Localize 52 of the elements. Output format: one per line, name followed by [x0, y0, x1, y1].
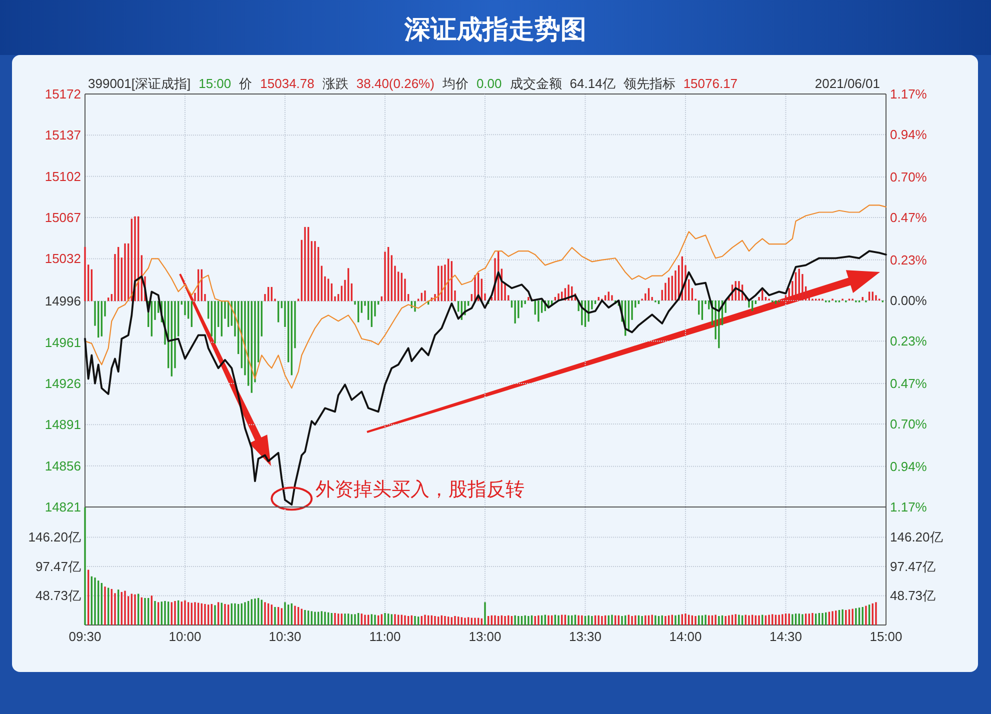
y-tick-label: 14856	[44, 458, 81, 474]
y-tick-label: 14926	[44, 376, 81, 391]
chart-title: 深证成指走势图	[404, 14, 586, 44]
text: 399001[深证成指]	[88, 76, 191, 91]
y-tick-label: 14996	[44, 294, 81, 309]
text: 涨跌	[322, 76, 348, 91]
y-tick-label: 15032	[44, 251, 81, 266]
y-tick-label: 146.20亿	[28, 530, 81, 545]
x-tick-label: 10:30	[268, 629, 302, 644]
text: 64.14亿	[570, 76, 616, 91]
annotation: 外资掉头买入，股指反转	[316, 480, 525, 501]
text: 0.00	[476, 76, 502, 91]
x-tick-label: 15:00	[870, 629, 902, 644]
text: 成交金额	[510, 76, 562, 91]
y-tick-label: 14961	[44, 334, 81, 350]
y-tick-label: 15172	[44, 86, 81, 102]
y-tick-label: 97.47亿	[35, 558, 81, 574]
y-tick-label: 15137	[44, 128, 81, 143]
text: 2021/06/01	[814, 76, 880, 91]
y-tick-label: 15067	[44, 210, 81, 226]
x-tick-label: 10:00	[168, 629, 202, 644]
y2-tick-label: 97.47亿	[890, 558, 936, 574]
x-tick-label: 14:00	[669, 629, 702, 644]
y2-tick-label: 0.00%	[890, 293, 928, 308]
x-tick-label: 13:00	[468, 629, 502, 644]
text: 38.40(0.26%)	[356, 76, 434, 91]
text: 15:00	[198, 76, 232, 91]
y2-tick-label: 0.70%	[890, 416, 928, 432]
x-tick-label: 14:30	[769, 629, 802, 644]
x-tick-label: 11:00	[369, 629, 401, 644]
y2-tick-label: 146.20亿	[890, 530, 943, 545]
x-tick-label: 09:30	[68, 629, 102, 644]
y2-tick-label: 0.94%	[890, 458, 928, 474]
y2-tick-label: 0.23%	[890, 334, 928, 349]
y2-tick-label: 0.47%	[890, 210, 928, 226]
y2-tick-label: 0.47%	[890, 376, 928, 391]
y2-tick-label: 0.94%	[890, 127, 928, 142]
text: 领先指标	[623, 76, 676, 91]
x-tick-label: 13:30	[568, 629, 602, 644]
y2-tick-label: 1.17%	[890, 500, 928, 514]
y-tick-label: 15102	[44, 168, 81, 184]
text: 价	[238, 76, 252, 91]
y2-tick-label: 0.23%	[890, 252, 928, 268]
y-tick-label: 48.73亿	[35, 588, 81, 604]
y2-tick-label: 1.17%	[890, 86, 928, 102]
text: 15034.78	[260, 76, 314, 91]
y-tick-label: 14891	[44, 417, 81, 432]
y2-tick-label: 0.70%	[890, 169, 928, 184]
text: 均价	[441, 76, 468, 91]
y-tick-label: 14821	[44, 500, 81, 514]
text: 15076.17	[683, 76, 738, 91]
y2-tick-label: 48.73亿	[890, 588, 936, 604]
